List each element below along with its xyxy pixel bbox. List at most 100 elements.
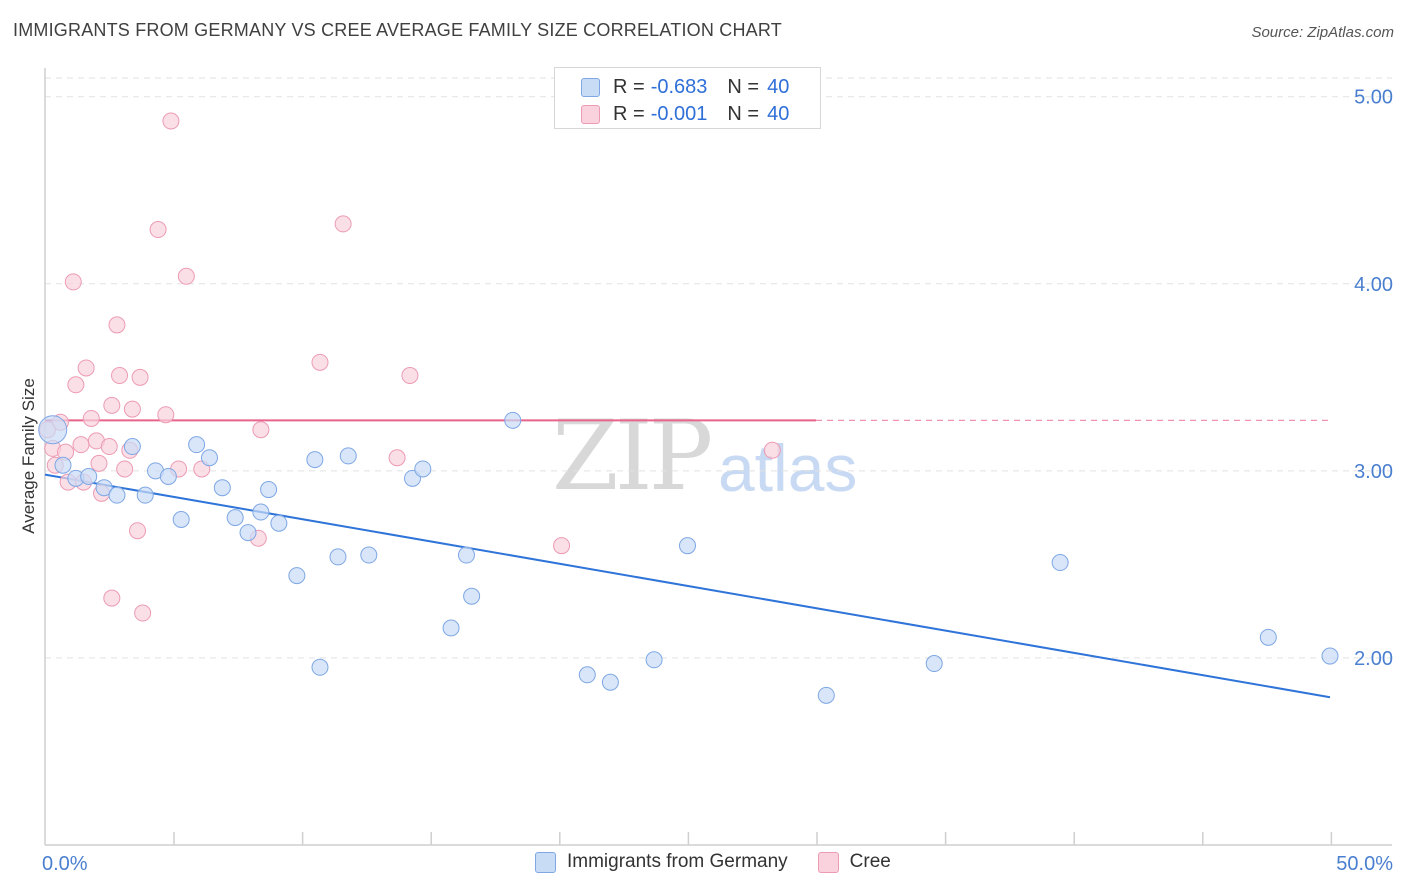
point-cree — [123, 400, 141, 418]
point-germany — [172, 510, 190, 528]
point-germany — [360, 546, 378, 564]
point-germany — [311, 658, 329, 676]
point-germany — [414, 460, 432, 478]
point-cree — [134, 604, 152, 622]
y-axis-title: Average Family Size — [19, 378, 38, 534]
series-label-germany: Immigrants from Germany — [567, 851, 788, 872]
point-germany — [270, 514, 288, 532]
point-germany — [260, 481, 278, 499]
legend-r-label: R = — [613, 102, 645, 125]
point-germany — [200, 449, 218, 467]
point-cree — [553, 537, 571, 555]
point-germany — [226, 509, 244, 527]
legend-n-value: 40 — [767, 102, 790, 125]
series-swatch-cree — [817, 851, 839, 873]
point-cree — [72, 436, 90, 454]
point-germany — [38, 415, 68, 445]
point-germany — [252, 503, 270, 521]
legend-r-value: -0.683 — [650, 75, 708, 98]
series-label-cree: Cree — [849, 851, 891, 872]
legend-row-germany: R = -0.683 N = 40 — [581, 74, 789, 100]
point-germany — [54, 456, 72, 474]
point-cree — [401, 366, 419, 384]
point-cree — [116, 460, 134, 478]
legend-n-label: N = — [727, 102, 760, 125]
point-germany — [80, 467, 98, 485]
trend-line-germany — [44, 473, 1331, 699]
point-cree — [162, 112, 180, 130]
point-germany — [329, 548, 347, 566]
series-legend: Immigrants from Germany Cree — [535, 851, 921, 873]
legend-swatch-cree — [581, 104, 600, 124]
point-germany — [457, 546, 475, 564]
y-tick-label: 4.00 — [1354, 274, 1393, 296]
point-cree — [131, 368, 149, 386]
point-cree — [82, 409, 100, 427]
point-germany — [136, 486, 154, 504]
point-germany — [213, 479, 231, 497]
point-cree — [763, 441, 781, 459]
point-germany — [1259, 628, 1277, 646]
x-tick-label: 0.0% — [42, 853, 88, 875]
series-swatch-germany — [535, 851, 556, 873]
axes — [44, 68, 1392, 846]
y-tick-label: 2.00 — [1354, 648, 1393, 670]
point-cree — [129, 522, 147, 540]
point-cree — [100, 438, 118, 456]
point-germany — [188, 436, 206, 454]
point-cree — [108, 316, 126, 334]
point-germany — [817, 686, 835, 704]
watermark-atlas: atlas — [718, 431, 858, 505]
point-germany — [504, 411, 522, 429]
point-cree — [252, 421, 270, 439]
y-tick-label: 3.00 — [1354, 461, 1393, 483]
point-cree — [67, 376, 85, 394]
point-germany — [1321, 647, 1339, 665]
point-cree — [157, 406, 175, 424]
point-cree — [103, 396, 121, 414]
point-germany — [601, 673, 619, 691]
legend-row-cree: R = -0.001 N = 40 — [581, 101, 789, 127]
point-cree — [311, 353, 329, 371]
point-germany — [925, 655, 943, 673]
legend-n-value: 40 — [767, 75, 790, 98]
y-tick-label: 5.00 — [1354, 87, 1393, 109]
point-germany — [239, 524, 257, 542]
point-cree — [90, 454, 108, 472]
data-points — [38, 112, 1339, 704]
legend-n-label: N = — [727, 75, 760, 98]
point-cree — [111, 366, 129, 384]
chart-title: IMMIGRANTS FROM GERMANY VS CREE AVERAGE … — [13, 20, 782, 40]
legend-swatch-germany — [581, 77, 600, 97]
point-cree — [103, 589, 121, 607]
point-germany — [306, 451, 324, 469]
legend-r-label: R = — [613, 75, 645, 98]
point-germany — [108, 486, 126, 504]
correlation-legend: R = -0.683 N = 40 R = -0.001 N = 40 — [554, 67, 821, 129]
point-cree — [77, 359, 95, 377]
point-germany — [339, 447, 357, 465]
point-germany — [442, 619, 460, 637]
point-germany — [645, 651, 663, 669]
source-label: Source: ZipAtlas.com — [1251, 24, 1394, 41]
point-germany — [679, 537, 696, 555]
legend-r-value: -0.001 — [650, 102, 708, 125]
point-cree — [388, 449, 406, 467]
point-cree — [64, 273, 82, 291]
watermark-zip: ZIP — [552, 400, 713, 512]
axis-labels: 2.00 3.00 4.00 5.00 0.0% 50.0% Average Family … — [19, 87, 1393, 875]
series-legend-cree[interactable]: Cree — [817, 851, 891, 873]
point-germany — [159, 467, 177, 485]
series-legend-germany[interactable]: Immigrants from Germany — [535, 851, 788, 873]
point-germany — [578, 666, 596, 684]
point-germany — [463, 587, 481, 605]
point-cree — [177, 267, 195, 285]
point-germany — [95, 479, 113, 497]
trend-lines — [44, 419, 1331, 699]
gridlines — [45, 77, 1392, 659]
point-cree — [149, 221, 167, 239]
point-germany — [1051, 554, 1069, 572]
x-tick-label: 50.0% — [1336, 853, 1393, 875]
point-germany — [123, 438, 141, 456]
